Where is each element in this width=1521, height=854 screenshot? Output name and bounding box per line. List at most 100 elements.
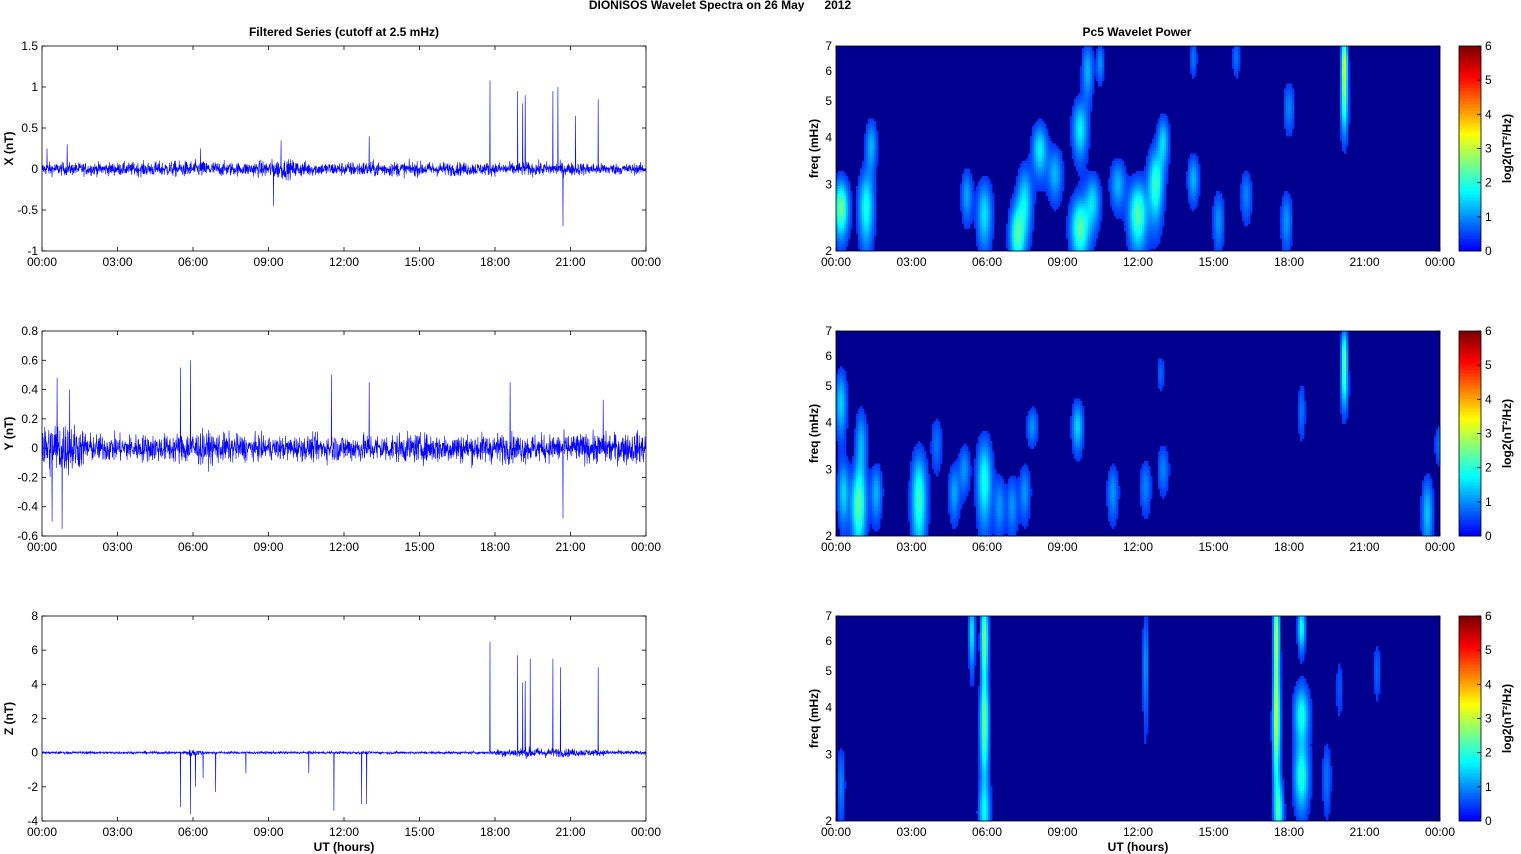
heatmap-cell <box>1088 93 1091 97</box>
heatmap-cell <box>1082 193 1085 197</box>
heatmap-cell <box>1034 166 1037 169</box>
heatmap-cell <box>1134 186 1137 189</box>
heatmap-cell <box>1048 196 1051 199</box>
heatmap-cell <box>1030 153 1033 157</box>
heatmap-cell <box>838 216 841 219</box>
heatmap-cell <box>970 201 973 204</box>
heatmap-cell <box>1072 228 1075 232</box>
heatmap-cell <box>842 188 845 192</box>
heatmap-cell <box>992 196 995 199</box>
heatmap-cell <box>966 173 969 177</box>
heatmap-cell <box>1244 223 1247 227</box>
heatmap-cell <box>1090 243 1093 247</box>
heatmap-cell <box>1080 131 1083 134</box>
heatmap-cell <box>1092 236 1095 239</box>
heatmap-cell <box>1072 206 1075 209</box>
heatmap-cell <box>1244 176 1247 179</box>
x-tick-label: 09:00 <box>1047 540 1077 554</box>
heatmap-cell <box>990 193 993 197</box>
heatmap-cell <box>1034 131 1037 134</box>
heatmap-cell <box>1198 163 1201 167</box>
heatmap-cell <box>1112 173 1115 177</box>
heatmap-cell <box>1078 206 1081 209</box>
heatmap-cell <box>862 198 865 202</box>
heatmap-cell <box>1168 128 1171 132</box>
heatmap-cell <box>864 168 867 172</box>
y-tick-label: 6 <box>31 643 38 657</box>
heatmap-cell <box>1290 208 1293 212</box>
heatmap-cell <box>842 171 845 174</box>
heatmap-cell <box>870 218 873 222</box>
heatmap-cell <box>1056 156 1059 159</box>
heatmap-cell <box>1032 158 1035 162</box>
heatmap-cell <box>1076 111 1079 114</box>
heatmap-cell <box>1046 193 1049 197</box>
heatmap-cell <box>1054 198 1057 202</box>
heatmap-cell <box>1196 201 1199 204</box>
heatmap-cell <box>1340 106 1343 109</box>
heatmap-cell <box>844 176 847 179</box>
heatmap-cell <box>868 231 871 234</box>
heatmap-cell <box>1340 133 1343 137</box>
heatmap-cell <box>1088 218 1091 222</box>
heatmap-cell <box>1088 176 1091 179</box>
heatmap-cell <box>1212 218 1215 222</box>
heatmap-cell <box>1018 201 1021 204</box>
heatmap-cell <box>1150 198 1153 202</box>
heatmap-cell <box>968 178 971 182</box>
heatmap-cell <box>870 201 873 204</box>
heatmap-cell <box>1340 88 1343 92</box>
heatmap-cell <box>1022 211 1025 214</box>
heatmap-cell <box>868 208 871 212</box>
heatmap-cell <box>1134 196 1137 199</box>
heatmap-cell <box>1244 221 1247 224</box>
heatmap-cell <box>1140 211 1143 214</box>
heatmap-cell <box>1162 181 1165 184</box>
heatmap-cell <box>1094 231 1097 234</box>
heatmap-cell <box>1134 191 1137 194</box>
heatmap-cell <box>1142 178 1145 182</box>
heatmap-cell <box>1142 183 1145 187</box>
heatmap-cell <box>1066 216 1069 219</box>
heatmap-cell <box>980 193 983 197</box>
heatmap-cell <box>866 136 869 139</box>
heatmap-cell <box>1018 246 1021 249</box>
heatmap-cell <box>870 206 873 209</box>
heatmap-cell <box>1198 188 1201 192</box>
heatmap-cell <box>1086 66 1089 69</box>
heatmap-cell <box>1032 126 1035 129</box>
heatmap-cell <box>1050 203 1053 207</box>
heatmap-cell <box>1048 178 1051 182</box>
heatmap-cell <box>1052 198 1055 202</box>
heatmap-cell <box>1248 191 1251 194</box>
heatmap-cell <box>1072 248 1075 252</box>
heatmap-cell <box>1030 166 1033 169</box>
heatmap-cell <box>1216 208 1219 212</box>
heatmap-cell <box>1016 213 1019 217</box>
heatmap-cell <box>1070 211 1073 214</box>
heatmap-cell <box>1222 223 1225 227</box>
heatmap-cell <box>1220 228 1223 232</box>
heatmap-cell <box>1212 208 1215 212</box>
heatmap-cell <box>1090 101 1093 104</box>
heatmap-cell <box>1158 173 1161 177</box>
heatmap-cell <box>1096 188 1099 192</box>
heatmap-cell <box>1020 238 1023 242</box>
heatmap-cell <box>1222 201 1225 204</box>
heatmap-cell <box>1164 156 1167 159</box>
heatmap-cell <box>1342 118 1345 122</box>
heatmap-cell <box>1036 158 1039 162</box>
heatmap-cell <box>1144 236 1147 239</box>
heatmap-cell <box>858 211 861 214</box>
heatmap-cell <box>1050 163 1053 167</box>
heatmap-cell <box>1048 186 1051 189</box>
heatmap-cell <box>1124 198 1127 202</box>
heatmap-cell <box>1160 156 1163 159</box>
heatmap-cell <box>1162 128 1165 132</box>
heatmap-cell <box>1160 143 1163 147</box>
heatmap-cell <box>1084 153 1087 157</box>
heatmap-cell <box>1074 111 1077 114</box>
heatmap-cell <box>1068 223 1071 227</box>
heatmap-cell <box>1074 218 1077 222</box>
heatmap-cell <box>1032 163 1035 167</box>
